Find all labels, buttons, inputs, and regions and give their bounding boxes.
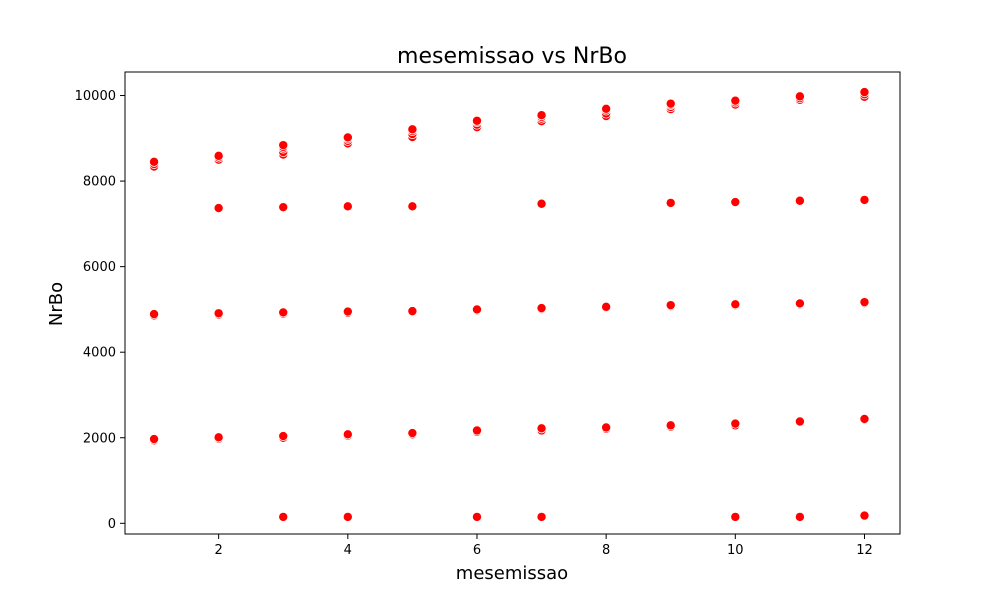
data-point [213, 432, 224, 443]
data-point [794, 298, 805, 309]
data-point [794, 91, 805, 102]
data-point [794, 416, 805, 427]
x-tick-label: 2 [215, 543, 223, 558]
y-tick-label: 4000 [83, 346, 116, 361]
y-tick-label: 2000 [83, 431, 116, 446]
data-point [730, 95, 741, 106]
y-tick-label: 8000 [83, 175, 116, 190]
data-point [278, 202, 289, 213]
data-point [278, 431, 289, 442]
data-point [407, 124, 418, 135]
data-point [665, 197, 676, 208]
data-point [407, 428, 418, 439]
data-point [536, 303, 547, 314]
data-point [730, 197, 741, 208]
data-point [859, 87, 870, 98]
x-tick-label: 12 [856, 543, 873, 558]
data-point [278, 307, 289, 318]
data-point [278, 140, 289, 151]
data-point [471, 304, 482, 315]
x-tick-label: 8 [602, 543, 610, 558]
data-point [601, 301, 612, 312]
data-point [342, 429, 353, 440]
data-point [342, 132, 353, 143]
data-point [601, 422, 612, 433]
data-point [536, 423, 547, 434]
data-point [859, 297, 870, 308]
x-tick-label: 4 [344, 543, 352, 558]
y-tick-label: 0 [108, 517, 116, 532]
data-point [859, 510, 870, 521]
data-point [536, 110, 547, 121]
data-point [665, 300, 676, 311]
data-point [407, 201, 418, 212]
data-point [149, 156, 160, 167]
chart-title: mesemissao vs NrBo [397, 44, 627, 69]
data-point [213, 150, 224, 161]
data-point [665, 98, 676, 109]
data-point [278, 511, 289, 522]
x-tick-label: 10 [727, 543, 744, 558]
data-point [859, 413, 870, 424]
data-point [342, 511, 353, 522]
plot-area: 2 4 6 8 10 12 0 2000 4000 6000 8000 10000 [75, 71, 901, 558]
data-point [342, 201, 353, 212]
data-point [149, 434, 160, 445]
y-tick-label: 10000 [75, 89, 116, 104]
data-point [471, 115, 482, 126]
data-point [730, 418, 741, 429]
data-point [794, 511, 805, 522]
y-tick-label: 6000 [83, 260, 116, 275]
data-point [730, 299, 741, 310]
data-point [601, 103, 612, 114]
plot-frame [124, 71, 901, 535]
data-point [536, 198, 547, 209]
data-point [471, 511, 482, 522]
data-point [794, 195, 805, 206]
data-point [730, 511, 741, 522]
data-point [859, 194, 870, 205]
data-point [536, 511, 547, 522]
data-point [342, 306, 353, 317]
data-point [407, 306, 418, 317]
data-point [213, 308, 224, 319]
data-point [471, 425, 482, 436]
data-point [665, 420, 676, 431]
data-point [149, 309, 160, 320]
x-axis-label: mesemissao [456, 563, 568, 584]
y-axis-label: NrBo [46, 282, 67, 326]
data-point [213, 203, 224, 214]
x-tick-label: 6 [473, 543, 481, 558]
